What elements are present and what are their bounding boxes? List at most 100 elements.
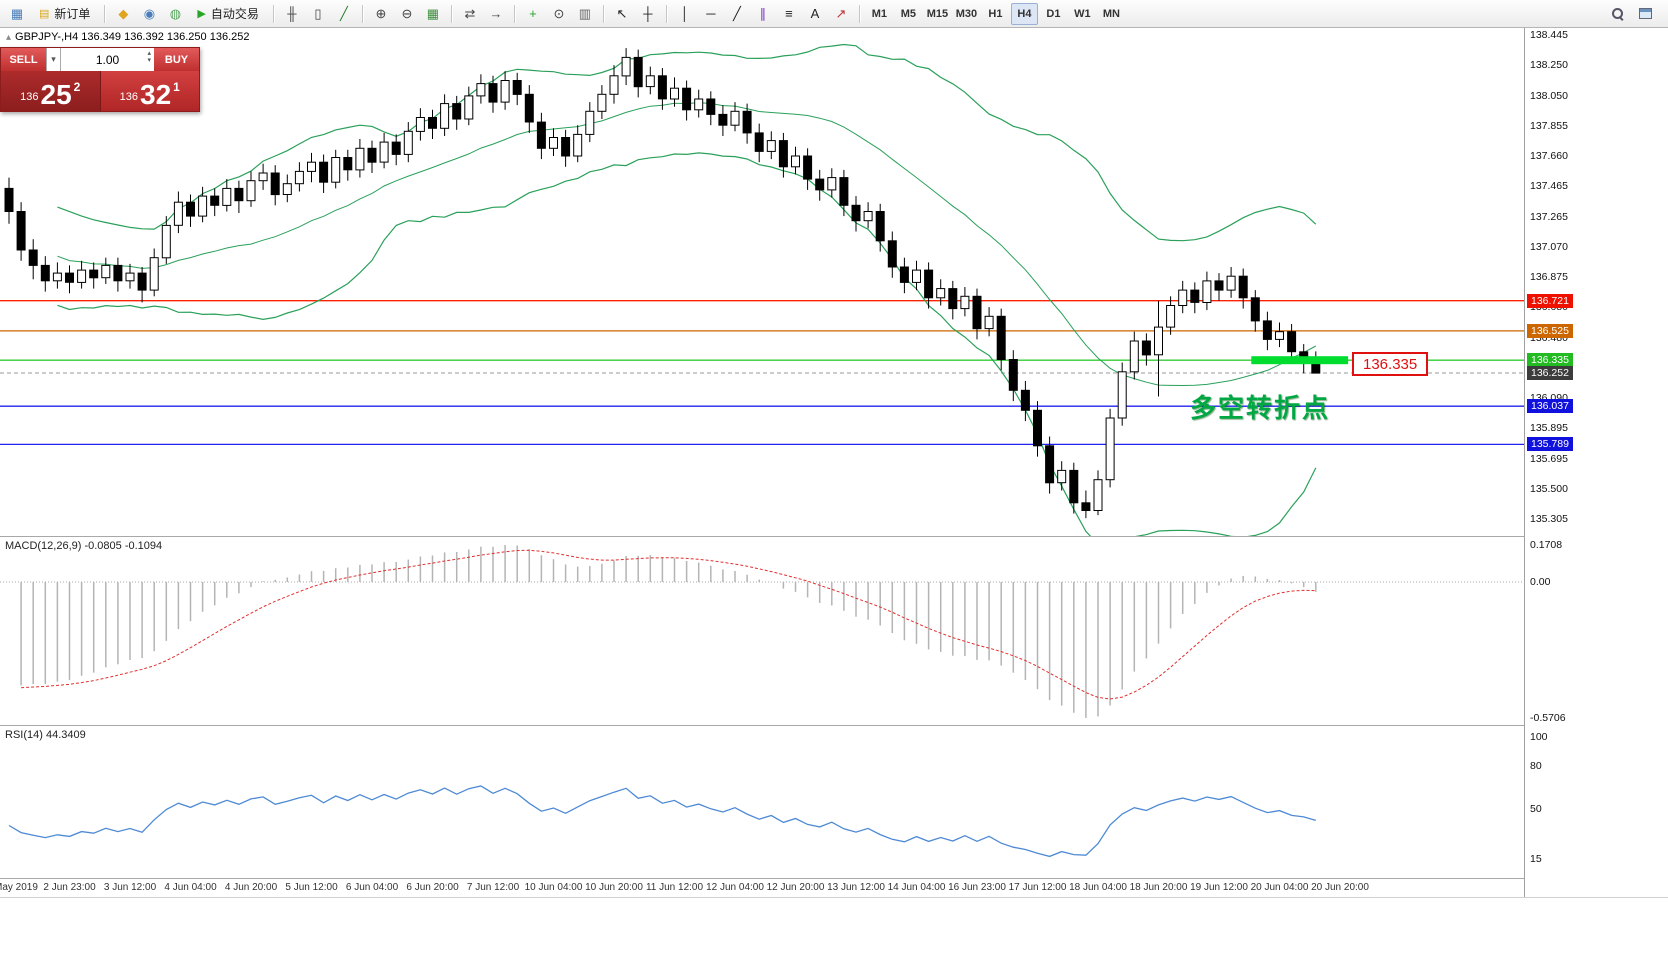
- crosshair-icon[interactable]: ┼: [643, 6, 653, 21]
- text-tool-icon[interactable]: A: [810, 6, 820, 21]
- macd-histogram: [20, 545, 1317, 718]
- time-axis-label: 12 Jun 20:00: [766, 882, 825, 893]
- timeframe-w1[interactable]: W1: [1074, 7, 1091, 20]
- zoom-out-icon[interactable]: ⊖: [401, 5, 413, 21]
- time-axis-label: 18 Jun 20:00: [1129, 882, 1188, 893]
- rsi-pane[interactable]: [0, 726, 1524, 878]
- toolbar-separator: [858, 4, 860, 23]
- timeframe-m5[interactable]: M5: [900, 7, 917, 20]
- macd-axis-label: 0.00: [1530, 576, 1551, 588]
- time-axis-label: 14 Jun 04:00: [887, 882, 946, 893]
- time-axis-label: 2 Jun 23:00: [43, 882, 96, 893]
- macd-pane[interactable]: [0, 537, 1524, 725]
- line-chart-mode-icon[interactable]: ╱: [339, 5, 348, 21]
- candles-series: [4, 48, 1321, 519]
- time-axis-label: 10 Jun 20:00: [585, 882, 643, 893]
- time-axis-label: 19 Jun 12:00: [1190, 882, 1248, 893]
- market-watch-icon[interactable]: ◉: [143, 5, 156, 21]
- chart-shift-icon[interactable]: →: [489, 6, 503, 21]
- channel-icon[interactable]: ∥: [759, 5, 767, 21]
- autotrading-button[interactable]: ▶ 自动交易: [189, 3, 266, 25]
- sell-quote[interactable]: 136 25 2: [1, 71, 101, 111]
- new-order-button[interactable]: ▤ 新订单: [31, 3, 98, 25]
- timeframe-m15[interactable]: M15: [926, 7, 949, 20]
- current-price-badge: 136.252: [1527, 366, 1573, 380]
- volume-spinner-icon[interactable]: [147, 50, 151, 64]
- price-axis-label: 135.895: [1530, 422, 1568, 435]
- pane-separator[interactable]: [0, 878, 1668, 879]
- trendline-icon[interactable]: ╱: [732, 5, 741, 21]
- macd-axis-label: 0.1708: [1530, 539, 1563, 551]
- time-axis[interactable]: 31 May 2019 2 Jun 23:00 3 Jun 12:00 4 Jun 0…: [0, 879, 1524, 897]
- buy-quote[interactable]: 136 32 1: [100, 71, 199, 111]
- bollinger-middle-band: [57, 102, 1317, 387]
- add-indicator-icon[interactable]: +: [529, 6, 537, 21]
- toolbar-separator: [272, 4, 274, 23]
- vertical-line-icon[interactable]: │: [680, 6, 689, 21]
- price-axis-label: 137.855: [1530, 119, 1568, 132]
- rsi-label: RSI(14) 44.3409: [5, 729, 86, 741]
- time-axis-label: 6 Jun 04:00: [345, 882, 399, 893]
- timeframe-d1[interactable]: D1: [1046, 7, 1061, 20]
- time-axis-label: 11 Jun 12:00: [645, 882, 704, 893]
- sell-price-big: 25: [40, 79, 72, 111]
- price-line-badge: 136.037: [1527, 399, 1573, 414]
- rsi-line: [8, 785, 1316, 858]
- strategy-tester-icon[interactable]: ◍: [169, 5, 182, 21]
- toolbar-separator: [513, 4, 515, 23]
- time-axis-label: 4 Jun 04:00: [164, 882, 217, 893]
- new-order-button-label: 新订单: [54, 7, 91, 21]
- new-order-button-icon: ▤: [39, 8, 50, 20]
- templates-icon[interactable]: ▥: [578, 5, 592, 21]
- bar-chart-mode-icon[interactable]: ╫: [287, 6, 297, 21]
- price-axis-label: 137.070: [1530, 240, 1568, 253]
- time-axis-label: 20 Jun 20:00: [1311, 882, 1369, 893]
- macd-label: MACD(12,26,9) -0.0805 -0.1094: [5, 540, 163, 552]
- timeframe-m30[interactable]: M30: [955, 7, 978, 20]
- pane-separator[interactable]: [0, 725, 1668, 726]
- buy-button[interactable]: BUY: [154, 48, 199, 71]
- horizontal-line-icon[interactable]: ─: [706, 6, 716, 21]
- toolbar-items: ▦ ▤ 新订单 ◆ ◉ ◍ ▶ 自动交易 ╫ ▯ ╱ ⊕ ⊖ ▦ ⇄ → + ⊙ ▥ ↖ ┼ │ ─ ╱ ∥ ≡ A ↗ M1 M5 M15…: [4, 0, 1604, 27]
- price-callout[interactable]: 136.335: [1352, 352, 1429, 376]
- periods-icon[interactable]: ⊙: [553, 5, 565, 21]
- search-glass-icon: [1611, 7, 1624, 20]
- buy-price-prefix: 136: [119, 91, 138, 103]
- chart-annotation[interactable]: 多空转折点: [1190, 393, 1331, 423]
- arrows-tool-icon[interactable]: ↗: [835, 5, 847, 21]
- search-icon[interactable]: [1605, 3, 1629, 25]
- price-axis[interactable]: 138.445 138.250 138.050 137.855 137.660 137.4…: [1524, 28, 1668, 897]
- price-axis-label: 136.875: [1530, 271, 1568, 283]
- timeframe-m1[interactable]: M1: [871, 7, 888, 20]
- auto-scroll-icon[interactable]: ⇄: [464, 5, 476, 21]
- volume-input[interactable]: 1.00: [61, 48, 154, 71]
- macd-axis-label: -0.5706: [1530, 712, 1566, 724]
- tile-windows-icon[interactable]: ▦: [426, 5, 440, 21]
- pane-separator[interactable]: [0, 536, 1668, 537]
- metaeditor-icon[interactable]: ◆: [118, 5, 129, 21]
- toolbar-separator: [602, 4, 604, 23]
- sell-button[interactable]: SELL: [1, 48, 46, 71]
- volume-dropdown-arrow[interactable]: [46, 48, 61, 71]
- timeframe-h4[interactable]: H4: [1010, 2, 1038, 25]
- timeframe-mn[interactable]: MN: [1102, 7, 1120, 20]
- trade-panel-collapse-icon[interactable]: [6, 31, 11, 43]
- candlestick-mode-icon[interactable]: ▯: [314, 5, 322, 21]
- buy-price-big: 32: [140, 79, 172, 111]
- fibonacci-icon[interactable]: ≡: [785, 6, 793, 21]
- rsi-axis-label: 50: [1530, 802, 1542, 815]
- support-zone-highlight[interactable]: [1251, 356, 1349, 365]
- price-axis-label: 138.250: [1530, 59, 1568, 72]
- zoom-in-icon[interactable]: ⊕: [375, 5, 387, 21]
- cursor-icon[interactable]: ↖: [616, 5, 628, 21]
- buy-price-pip: 1: [173, 80, 180, 94]
- time-axis-label: 18 Jun 04:00: [1069, 882, 1127, 893]
- time-axis-label: 20 Jun 04:00: [1250, 882, 1309, 893]
- chart-window-icon[interactable]: ▦: [10, 5, 24, 21]
- price-axis-label: 135.695: [1530, 452, 1568, 465]
- timeframe-h1[interactable]: H1: [988, 7, 1003, 20]
- price-chart-pane[interactable]: [0, 28, 1524, 536]
- windows-icon[interactable]: [1633, 3, 1657, 25]
- time-axis-label: 5 Jun 12:00: [285, 882, 338, 893]
